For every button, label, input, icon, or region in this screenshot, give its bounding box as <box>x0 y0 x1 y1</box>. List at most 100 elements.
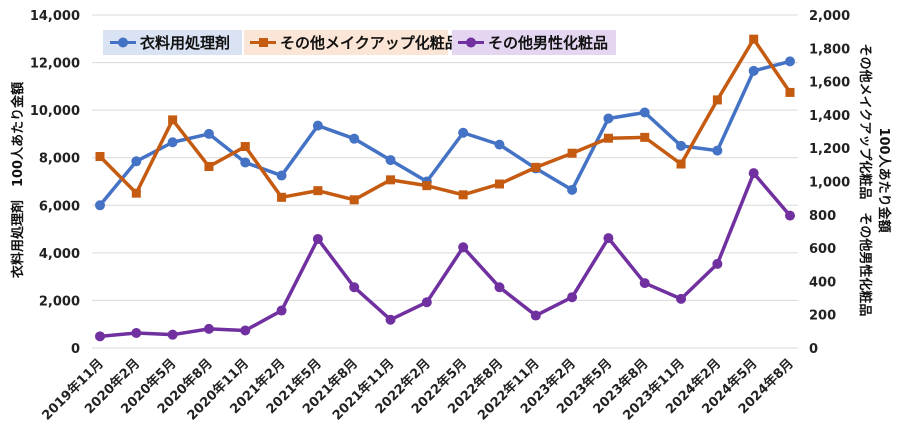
data-point <box>603 113 614 124</box>
data-point <box>421 297 432 308</box>
data-point <box>749 34 759 44</box>
right-axis-title-line1: その他メイクアップ化粧品 その他男性化粧品 <box>857 44 873 317</box>
series-layer <box>95 34 795 342</box>
data-point <box>349 195 359 205</box>
right-tick-label: 400 <box>809 275 836 290</box>
legend-label-2: その他男性化粧品 <box>488 34 608 52</box>
data-point <box>712 145 723 156</box>
left-tick-label: 6,000 <box>39 199 80 214</box>
legend-item-1: その他メイクアップ化粧品 <box>244 30 460 55</box>
data-point <box>95 331 105 342</box>
legend-label-1: その他メイクアップ化粧品 <box>280 34 460 52</box>
data-point <box>603 133 613 143</box>
x-axis-ticks: 2019年11月2020年2月2020年5月2020年8月2020年11月202… <box>39 356 797 424</box>
left-tick-label: 8,000 <box>39 152 80 167</box>
x-tick-label: 2020年11月 <box>184 356 252 424</box>
data-point <box>676 140 687 151</box>
data-point <box>276 170 287 181</box>
data-point <box>458 127 469 138</box>
data-point <box>277 192 287 202</box>
data-point <box>203 128 214 139</box>
data-point <box>530 310 541 321</box>
series-line <box>98 37 792 202</box>
data-point <box>240 142 250 152</box>
data-point <box>785 56 795 67</box>
series-1 <box>95 34 795 205</box>
left-tick-label: 12,000 <box>30 57 80 72</box>
data-point <box>203 323 214 334</box>
data-point <box>494 282 505 293</box>
right-tick-label: 0 <box>809 342 818 357</box>
data-point <box>422 181 432 191</box>
legend-item-0: 衣料用処理剤 <box>103 30 242 55</box>
data-point <box>494 179 504 189</box>
x-tick-label: 2019年11月 <box>39 356 107 424</box>
data-point <box>712 258 723 269</box>
data-point <box>349 133 360 144</box>
data-point <box>276 305 287 316</box>
gridlines <box>92 14 798 349</box>
legend-item-2: その他男性化粧品 <box>452 30 616 55</box>
series-line <box>99 171 792 339</box>
right-tick-label: 1,600 <box>809 76 850 91</box>
series-line <box>98 59 791 207</box>
data-point <box>531 162 541 172</box>
data-point <box>639 107 650 118</box>
legend-label-0: 衣料用処理剤 <box>140 34 230 52</box>
data-point <box>349 282 360 293</box>
right-tick-label: 1,800 <box>809 42 850 57</box>
legend: 衣料用処理剤 その他メイクアップ化粧品 その他男性化粧品 <box>103 30 616 55</box>
series-0 <box>95 56 795 211</box>
right-tick-label: 1,400 <box>809 109 850 124</box>
left-tick-label: 2,000 <box>39 294 80 309</box>
data-point <box>131 156 142 167</box>
data-point <box>676 159 686 169</box>
data-point <box>131 328 142 339</box>
data-point <box>167 329 178 340</box>
right-tick-label: 1,200 <box>809 142 850 157</box>
series-2 <box>95 168 795 342</box>
right-axis-title-line2: 100人あたり金額 <box>876 127 892 232</box>
data-point <box>385 314 396 325</box>
left-tick-label: 4,000 <box>39 247 80 262</box>
data-point <box>385 155 396 166</box>
data-point <box>494 139 505 150</box>
right-tick-label: 600 <box>809 242 836 257</box>
data-point <box>603 233 614 244</box>
data-point <box>386 175 396 185</box>
data-point <box>567 148 577 158</box>
data-point <box>168 115 178 125</box>
right-tick-label: 800 <box>809 209 836 224</box>
data-point <box>240 157 251 168</box>
data-point <box>312 233 323 244</box>
right-tick-label: 200 <box>809 309 836 324</box>
data-point <box>785 210 795 221</box>
data-point <box>458 242 469 253</box>
data-point <box>313 186 323 196</box>
data-point <box>131 188 141 198</box>
data-point <box>458 190 468 200</box>
data-point <box>95 152 105 162</box>
right-axis-ticks: 0 200 400 600 800 1,000 1,200 1,400 1,600 1,800 2,… <box>809 9 850 357</box>
left-tick-label: 10,000 <box>30 104 80 119</box>
data-point <box>748 168 759 179</box>
data-point <box>95 200 105 211</box>
left-tick-label: 0 <box>71 342 80 357</box>
data-point <box>567 184 578 195</box>
data-point <box>712 95 722 105</box>
left-axis-title: 衣料用処理剤 100人あたり金額 <box>10 82 26 278</box>
data-point <box>240 325 251 336</box>
right-tick-label: 2,000 <box>809 9 850 24</box>
data-point <box>639 278 650 289</box>
data-point <box>676 293 687 304</box>
data-point <box>785 87 795 97</box>
left-axis-ticks: 0 2,000 4,000 6,000 8,000 10,000 12,000 14,000 <box>30 9 80 357</box>
data-point <box>748 65 759 76</box>
data-point <box>312 120 323 131</box>
x-tick-label: 2022年11月 <box>475 356 543 424</box>
left-tick-label: 14,000 <box>30 9 80 24</box>
right-tick-label: 1,000 <box>809 176 850 191</box>
data-point <box>640 132 650 142</box>
x-tick-label: 2021年11月 <box>329 356 397 424</box>
